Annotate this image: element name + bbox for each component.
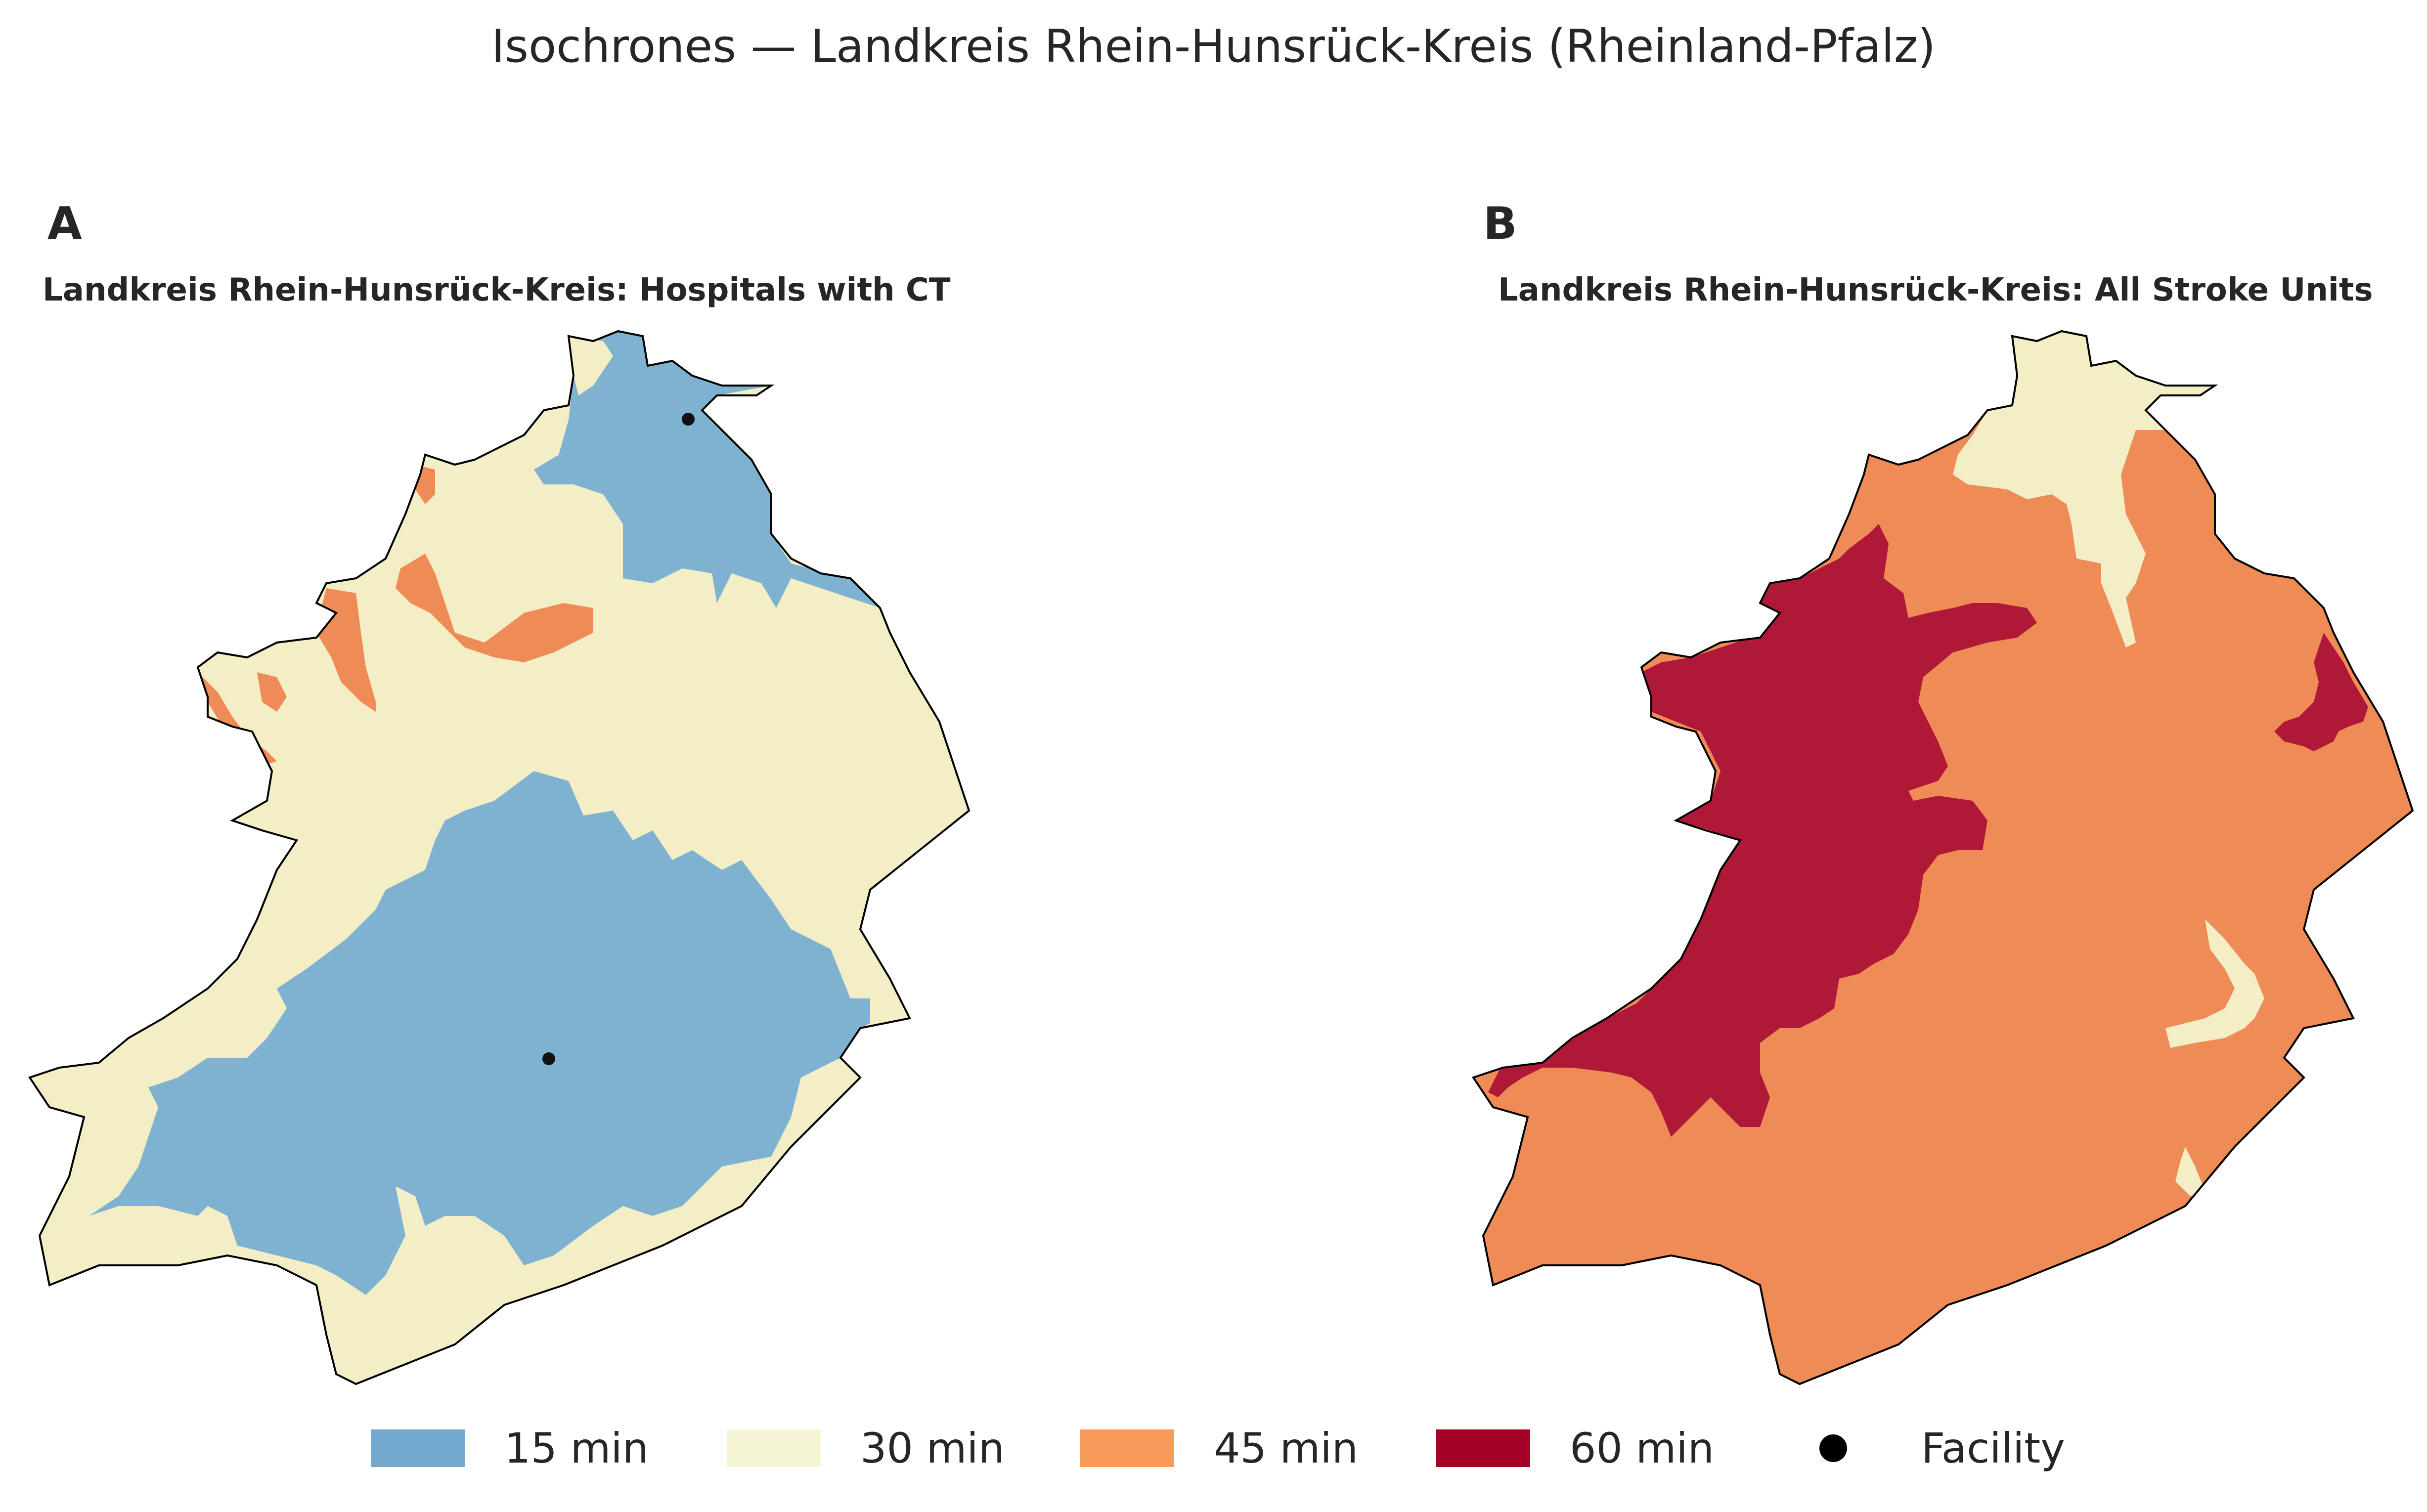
legend-swatch-60min bbox=[1436, 1429, 1530, 1467]
map-b bbox=[1471, 330, 2414, 1385]
legend-label: 30 min bbox=[860, 1424, 1005, 1472]
facility-marker bbox=[682, 413, 695, 426]
map-b-zone-60min-west bbox=[1488, 524, 2037, 1137]
map-b-zone-30min-south bbox=[2175, 1147, 2205, 1196]
legend-swatch-45min bbox=[1080, 1429, 1174, 1467]
legend-item-facility: Facility bbox=[1780, 1414, 2065, 1483]
map-a bbox=[28, 330, 971, 1385]
panel-a-letter: A bbox=[47, 198, 82, 250]
panel-b-title: Landkreis Rhein-Hunsrück-Kreis: All Stro… bbox=[1498, 272, 2373, 308]
legend-item-15min: 15 min bbox=[371, 1414, 649, 1483]
legend-item-45min: 45 min bbox=[1080, 1414, 1358, 1483]
map-a-zone-30min-northtip bbox=[569, 336, 613, 395]
map-a-zone-45min-5 bbox=[257, 672, 287, 712]
map-b-outline bbox=[1471, 330, 2414, 1385]
panel-a-title: Landkreis Rhein-Hunsrück-Kreis: Hospital… bbox=[43, 272, 951, 308]
legend-swatch-30min bbox=[727, 1429, 821, 1467]
panel-b-letter: B bbox=[1483, 198, 1517, 250]
legend-item-60min: 60 min bbox=[1436, 1414, 1714, 1483]
map-b-zone-60min-east bbox=[2274, 633, 2368, 751]
map-a-zone-15min-north bbox=[534, 331, 880, 608]
facility-marker bbox=[542, 1052, 555, 1065]
figure-title: Isochrones — Landkreis Rhein-Hunsrück-Kr… bbox=[491, 20, 1936, 73]
map-a-zone-45min-1 bbox=[396, 554, 593, 662]
legend-label: 15 min bbox=[504, 1424, 649, 1472]
facility-icon bbox=[1819, 1434, 1847, 1462]
legend-swatch-15min bbox=[371, 1429, 465, 1467]
legend-label: 45 min bbox=[1214, 1424, 1358, 1472]
legend-item-30min: 30 min bbox=[727, 1414, 1005, 1483]
map-a-zone-45min-3 bbox=[198, 672, 277, 766]
legend-label: 60 min bbox=[1570, 1424, 1714, 1472]
map-a-outline bbox=[28, 330, 971, 1385]
map-b-zone-30min-southeast bbox=[2165, 919, 2264, 1048]
legend-label: Facility bbox=[1921, 1424, 2065, 1472]
legend: 15 min 30 min 45 min 60 min Facility bbox=[0, 1414, 2427, 1483]
map-a-zone-15min-south bbox=[89, 771, 900, 1295]
